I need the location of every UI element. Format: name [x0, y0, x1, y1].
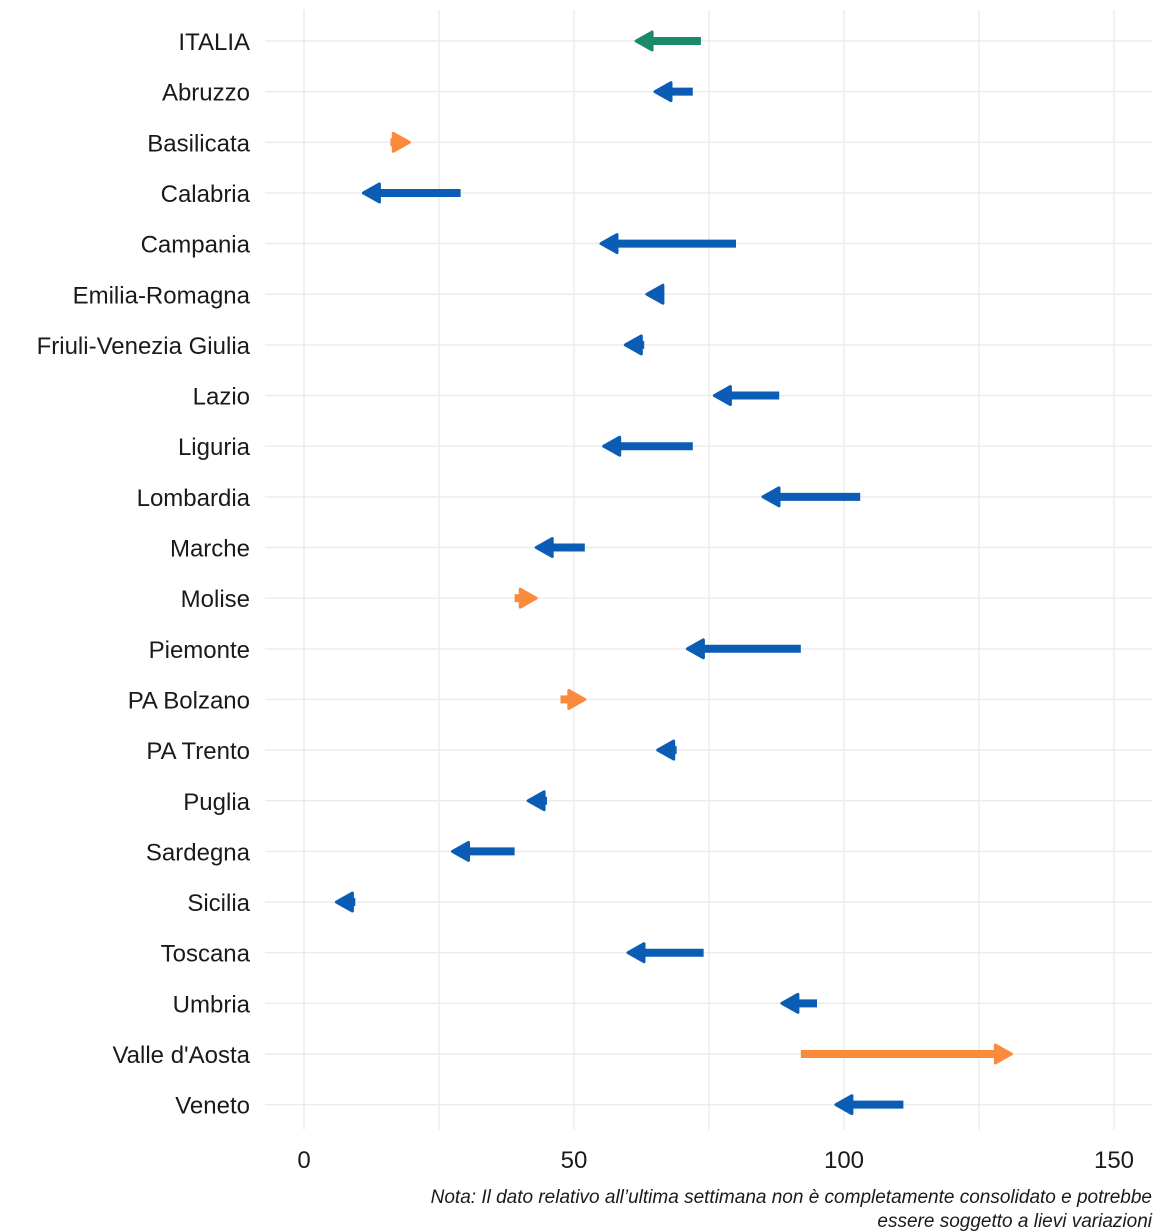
region-labels: ITALIA Abruzzo Basilicata Calabria Campania E…	[37, 29, 251, 1120]
arrow-head	[634, 30, 654, 52]
x-axis-tick-labels: 0 50 100 150	[297, 1147, 1134, 1174]
region-label: Liguria	[178, 434, 251, 461]
region-label: Valle d'Aosta	[112, 1042, 250, 1069]
x-tick-label: 150	[1094, 1147, 1134, 1174]
region-label: Lazio	[193, 384, 250, 411]
region-label: PA Trento	[146, 738, 250, 765]
arrow-head	[834, 1094, 854, 1116]
footnote-line-2: essere soggetto a lievi variazioni	[877, 1211, 1152, 1232]
region-label: Friuli-Venezia Giulia	[37, 333, 251, 360]
region-label: Sicilia	[187, 890, 250, 917]
arrow-lombardia	[761, 486, 861, 508]
region-label: Molise	[181, 586, 250, 613]
arrow-head	[334, 891, 354, 913]
region-label: Lombardia	[137, 485, 251, 512]
arrow-basilicata	[390, 131, 411, 153]
arrow-head	[780, 992, 800, 1014]
arrow-head	[993, 1043, 1013, 1065]
arrow-head	[761, 486, 781, 508]
arrow-head	[518, 587, 538, 609]
arrow-marche	[534, 537, 585, 558]
arrow-puglia	[526, 790, 547, 812]
arrow-veneto	[834, 1094, 904, 1116]
region-label: Emilia-Romagna	[73, 282, 251, 309]
arrow-pa-trento	[656, 739, 677, 761]
footnote: Nota: Il dato relativo all’ultima settim…	[431, 1187, 1153, 1232]
arrow-head	[361, 182, 381, 204]
arrow-head	[599, 233, 619, 255]
arrow-pa-bolzano	[560, 688, 587, 710]
region-label: Umbria	[173, 991, 251, 1018]
region-label: Toscana	[161, 941, 251, 968]
arrow-head	[626, 942, 646, 964]
arrow-abruzzo	[653, 81, 693, 103]
x-tick-label: 50	[561, 1147, 588, 1174]
region-label: Puglia	[183, 789, 250, 816]
arrow-liguria	[602, 435, 693, 457]
region-label: Veneto	[175, 1093, 250, 1120]
arrow-head	[526, 790, 546, 812]
arrow-head	[451, 840, 470, 862]
x-tick-label: 100	[824, 1147, 864, 1174]
arrow-marks	[334, 30, 1013, 1116]
arrow-calabria	[361, 182, 461, 204]
arrow-head	[623, 334, 643, 356]
arrow-emilia-romagna	[645, 283, 665, 305]
arrow-friuli-venezia-giulia	[623, 334, 645, 356]
region-label: ITALIA	[178, 29, 250, 56]
region-label: Calabria	[161, 181, 251, 208]
arrow-molise	[514, 587, 538, 609]
arrow-piemonte	[685, 638, 801, 660]
x-tick-label: 0	[297, 1147, 310, 1174]
arrow-campania	[599, 233, 736, 255]
arrow-umbria	[780, 992, 817, 1014]
horizontal-gridlines	[265, 40, 1152, 1106]
region-label: Piemonte	[149, 637, 250, 664]
vertical-gridlines	[303, 10, 1115, 1130]
footnote-line-1: Nota: Il dato relativo all’ultima settim…	[431, 1187, 1152, 1208]
region-label: Marche	[170, 536, 250, 563]
arrow-head	[712, 385, 732, 407]
arrow-head	[685, 638, 705, 660]
region-label: PA Bolzano	[128, 687, 250, 714]
arrow-head	[534, 537, 554, 558]
arrow-head	[645, 283, 665, 305]
region-label: Campania	[141, 232, 251, 259]
region-label: Sardegna	[146, 839, 251, 866]
region-label: Basilicata	[147, 130, 250, 157]
arrow-toscana	[626, 942, 704, 964]
arrow-italia	[634, 30, 701, 52]
region-label: Abruzzo	[162, 80, 250, 107]
arrow-head	[567, 688, 587, 710]
arrow-head	[656, 739, 676, 761]
arrow-lazio	[712, 385, 780, 407]
arrow-valle-d-aosta	[800, 1043, 1013, 1065]
arrow-sardegna	[451, 840, 515, 862]
arrow-head	[391, 131, 411, 153]
arrow-head	[653, 81, 673, 103]
arrow-sicilia	[334, 891, 356, 913]
arrow-head	[602, 435, 622, 457]
